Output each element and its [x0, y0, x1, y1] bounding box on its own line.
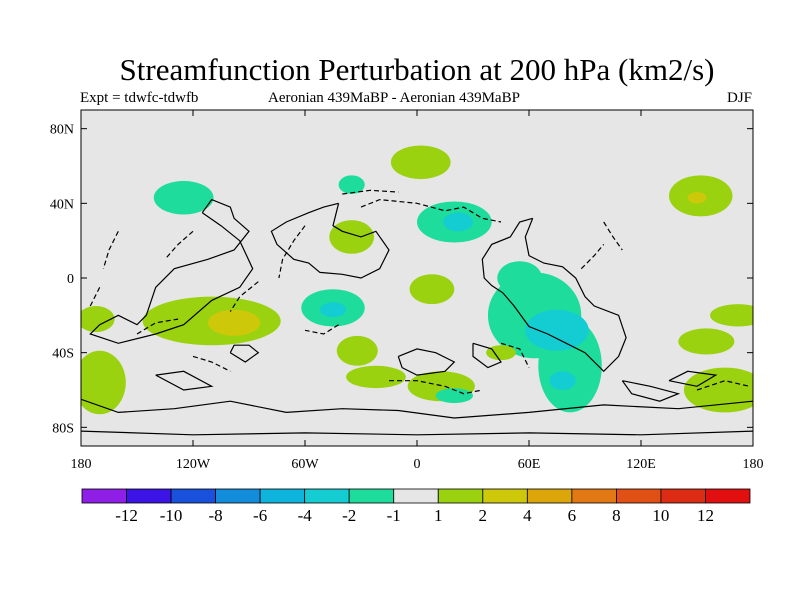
colorbar-swatch-4 [259, 488, 306, 504]
coastline-layer [81, 189, 753, 436]
coastline-21 [500, 342, 530, 368]
coastline-25 [192, 355, 231, 372]
colorbar-swatch-11 [571, 488, 617, 504]
contour-layer [81, 145, 753, 415]
coastline-16 [102, 231, 119, 269]
coastline-18 [136, 318, 179, 335]
contour-region-5 [329, 220, 375, 254]
contour-region-21 [497, 261, 543, 295]
contour-region-16 [346, 365, 406, 389]
season-label: DJF [726, 90, 752, 106]
colorbar-label-5: -2 [342, 506, 356, 525]
contour-region-24 [678, 328, 735, 355]
colorbar-label-11: 8 [612, 506, 621, 525]
colorbar-swatch-14 [705, 488, 751, 504]
contour-region-4 [443, 212, 474, 232]
coastline-5 [229, 344, 260, 363]
coastline-9 [621, 380, 681, 402]
colorbar-label-9: 4 [523, 506, 532, 525]
colorbar-label-3: -6 [253, 506, 267, 525]
contour-region-0 [390, 145, 451, 180]
coastline-19 [304, 324, 339, 335]
coastline-14 [229, 281, 259, 312]
contour-region-14 [81, 350, 126, 415]
colorbar-label-8: 2 [479, 506, 488, 525]
colorbar-swatch-3 [215, 488, 261, 504]
contour-region-1 [153, 180, 214, 215]
contour-region-26 [683, 367, 753, 413]
colorbar-swatch-7 [393, 488, 439, 504]
contour-region-10 [319, 302, 347, 318]
colorbar-swatch-1 [126, 488, 172, 504]
x-tick-label-4: 60E [518, 457, 541, 472]
x-tick-label-0: 180 [71, 457, 92, 472]
coastline-12 [360, 198, 502, 223]
x-tick-label-5: 120E [626, 457, 656, 472]
coastline-15 [164, 230, 194, 260]
x-tick-label-6: 180 [743, 457, 764, 472]
coastline-0 [270, 202, 390, 279]
coastline-7 [472, 342, 502, 369]
x-tick-label-1: 120W [176, 457, 211, 472]
coastline-11 [342, 189, 399, 195]
colorbar-swatch-2 [170, 488, 216, 504]
contour-region-2 [338, 175, 365, 195]
coastline-4 [81, 430, 753, 436]
contour-region-27 [486, 345, 516, 361]
y-tick-label-0: 80N [50, 123, 74, 138]
y-tick-label-3: 40S [52, 347, 74, 362]
colorbar-label-6: -1 [387, 506, 401, 525]
colorbar-swatch-6 [348, 488, 395, 504]
axis-ticks: 180 120W 60W 0 60E 120E 180 80N 40N 0 40S 80S [50, 110, 764, 472]
contour-region-25 [710, 304, 753, 327]
colorbar-swatch-13 [660, 488, 706, 504]
colorbar-swatch-0 [81, 488, 127, 504]
colorbar-label-12: 10 [652, 506, 669, 525]
coastline-1 [89, 198, 254, 344]
coastline-17 [89, 287, 101, 307]
colorbar-label-13: 12 [697, 506, 714, 525]
colorbar-label-4: -4 [298, 506, 313, 525]
contour-region-18 [435, 388, 474, 404]
contour-region-13 [81, 306, 115, 333]
coastline-6 [397, 348, 456, 376]
coastline-20 [389, 380, 483, 395]
coastline-13 [278, 225, 306, 279]
colorbar: -12 -10 -8 -6 -4 -2 -1 1 2 4 6 8 10 12 [81, 488, 751, 525]
colorbar-label-2: -8 [209, 506, 223, 525]
colorbar-swatch-8 [437, 488, 484, 504]
comparison-label: Aeronian 439MaBP - Aeronian 439MaBP [268, 90, 520, 106]
coastline-22 [580, 244, 605, 270]
coastline-8 [155, 370, 214, 391]
y-tick-label-2: 0 [67, 272, 74, 287]
colorbar-label-10: 6 [568, 506, 577, 525]
y-tick-label-4: 80S [52, 421, 74, 436]
contour-region-8 [409, 274, 455, 305]
contour-region-7 [687, 192, 707, 204]
experiment-label: Expt = tdwfc-tdwfb [80, 90, 199, 106]
x-tick-label-2: 60W [291, 457, 319, 472]
colorbar-swatch-5 [304, 488, 350, 504]
colorbar-swatch-12 [616, 488, 662, 504]
colorbar-label-7: 1 [434, 506, 443, 525]
coastline-24 [696, 380, 750, 391]
colorbar-swatch-9 [482, 488, 528, 504]
chart-title: Streamfunction Perturbation at 200 hPa (… [119, 52, 715, 87]
coastline-10 [668, 370, 718, 387]
coastline-2 [481, 217, 627, 373]
y-tick-label-1: 40N [50, 197, 74, 212]
colorbar-label-1: -10 [160, 506, 183, 525]
contour-region-23 [549, 371, 576, 390]
contour-region-15 [336, 335, 378, 366]
colorbar-swatch-10 [526, 488, 573, 504]
coastline-23 [603, 221, 623, 251]
coastline-3 [81, 398, 753, 419]
contour-region-22 [525, 309, 589, 351]
x-tick-label-3: 0 [414, 457, 421, 472]
colorbar-label-0: -12 [115, 506, 138, 525]
contour-region-12 [207, 309, 261, 336]
